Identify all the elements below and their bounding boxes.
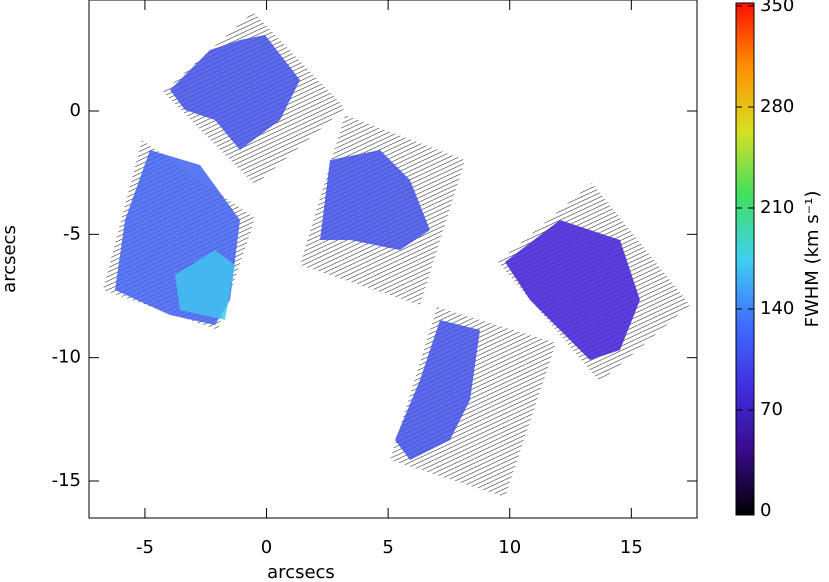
tile-pixels — [505, 220, 640, 360]
x-tick-label: 15 — [620, 537, 643, 558]
field-tiles — [103, 12, 690, 497]
colorbar-tick-label: 70 — [760, 399, 783, 420]
x-tick-label: 5 — [382, 537, 393, 558]
y-tick-label: -5 — [63, 223, 81, 244]
colorbar-label: FWHM (km s⁻¹) — [802, 191, 823, 328]
y-axis-label: arcsecs — [0, 225, 20, 293]
colorbar-tick-label: 280 — [760, 96, 794, 117]
tile-pixels — [320, 150, 430, 250]
x-tick-label: -5 — [136, 537, 154, 558]
tile-pixels — [170, 35, 300, 150]
colorbar-tick-label: 350 — [760, 0, 794, 16]
x-tick-label: 10 — [498, 537, 521, 558]
y-tick-label: -10 — [52, 347, 81, 368]
plot-frame — [88, 0, 698, 519]
y-tick-label: 0 — [70, 100, 81, 121]
colorbar — [735, 2, 755, 516]
x-axis-label: arcsecs — [267, 562, 335, 582]
colorbar-tick-label: 140 — [760, 298, 794, 319]
colorbar-tick-label: 0 — [760, 500, 771, 521]
tile-pixels — [395, 320, 480, 460]
x-tick-label: 0 — [261, 537, 272, 558]
y-tick-label: -15 — [52, 470, 81, 491]
colorbar-tick-label: 210 — [760, 197, 794, 218]
tile-pixels — [175, 250, 235, 320]
